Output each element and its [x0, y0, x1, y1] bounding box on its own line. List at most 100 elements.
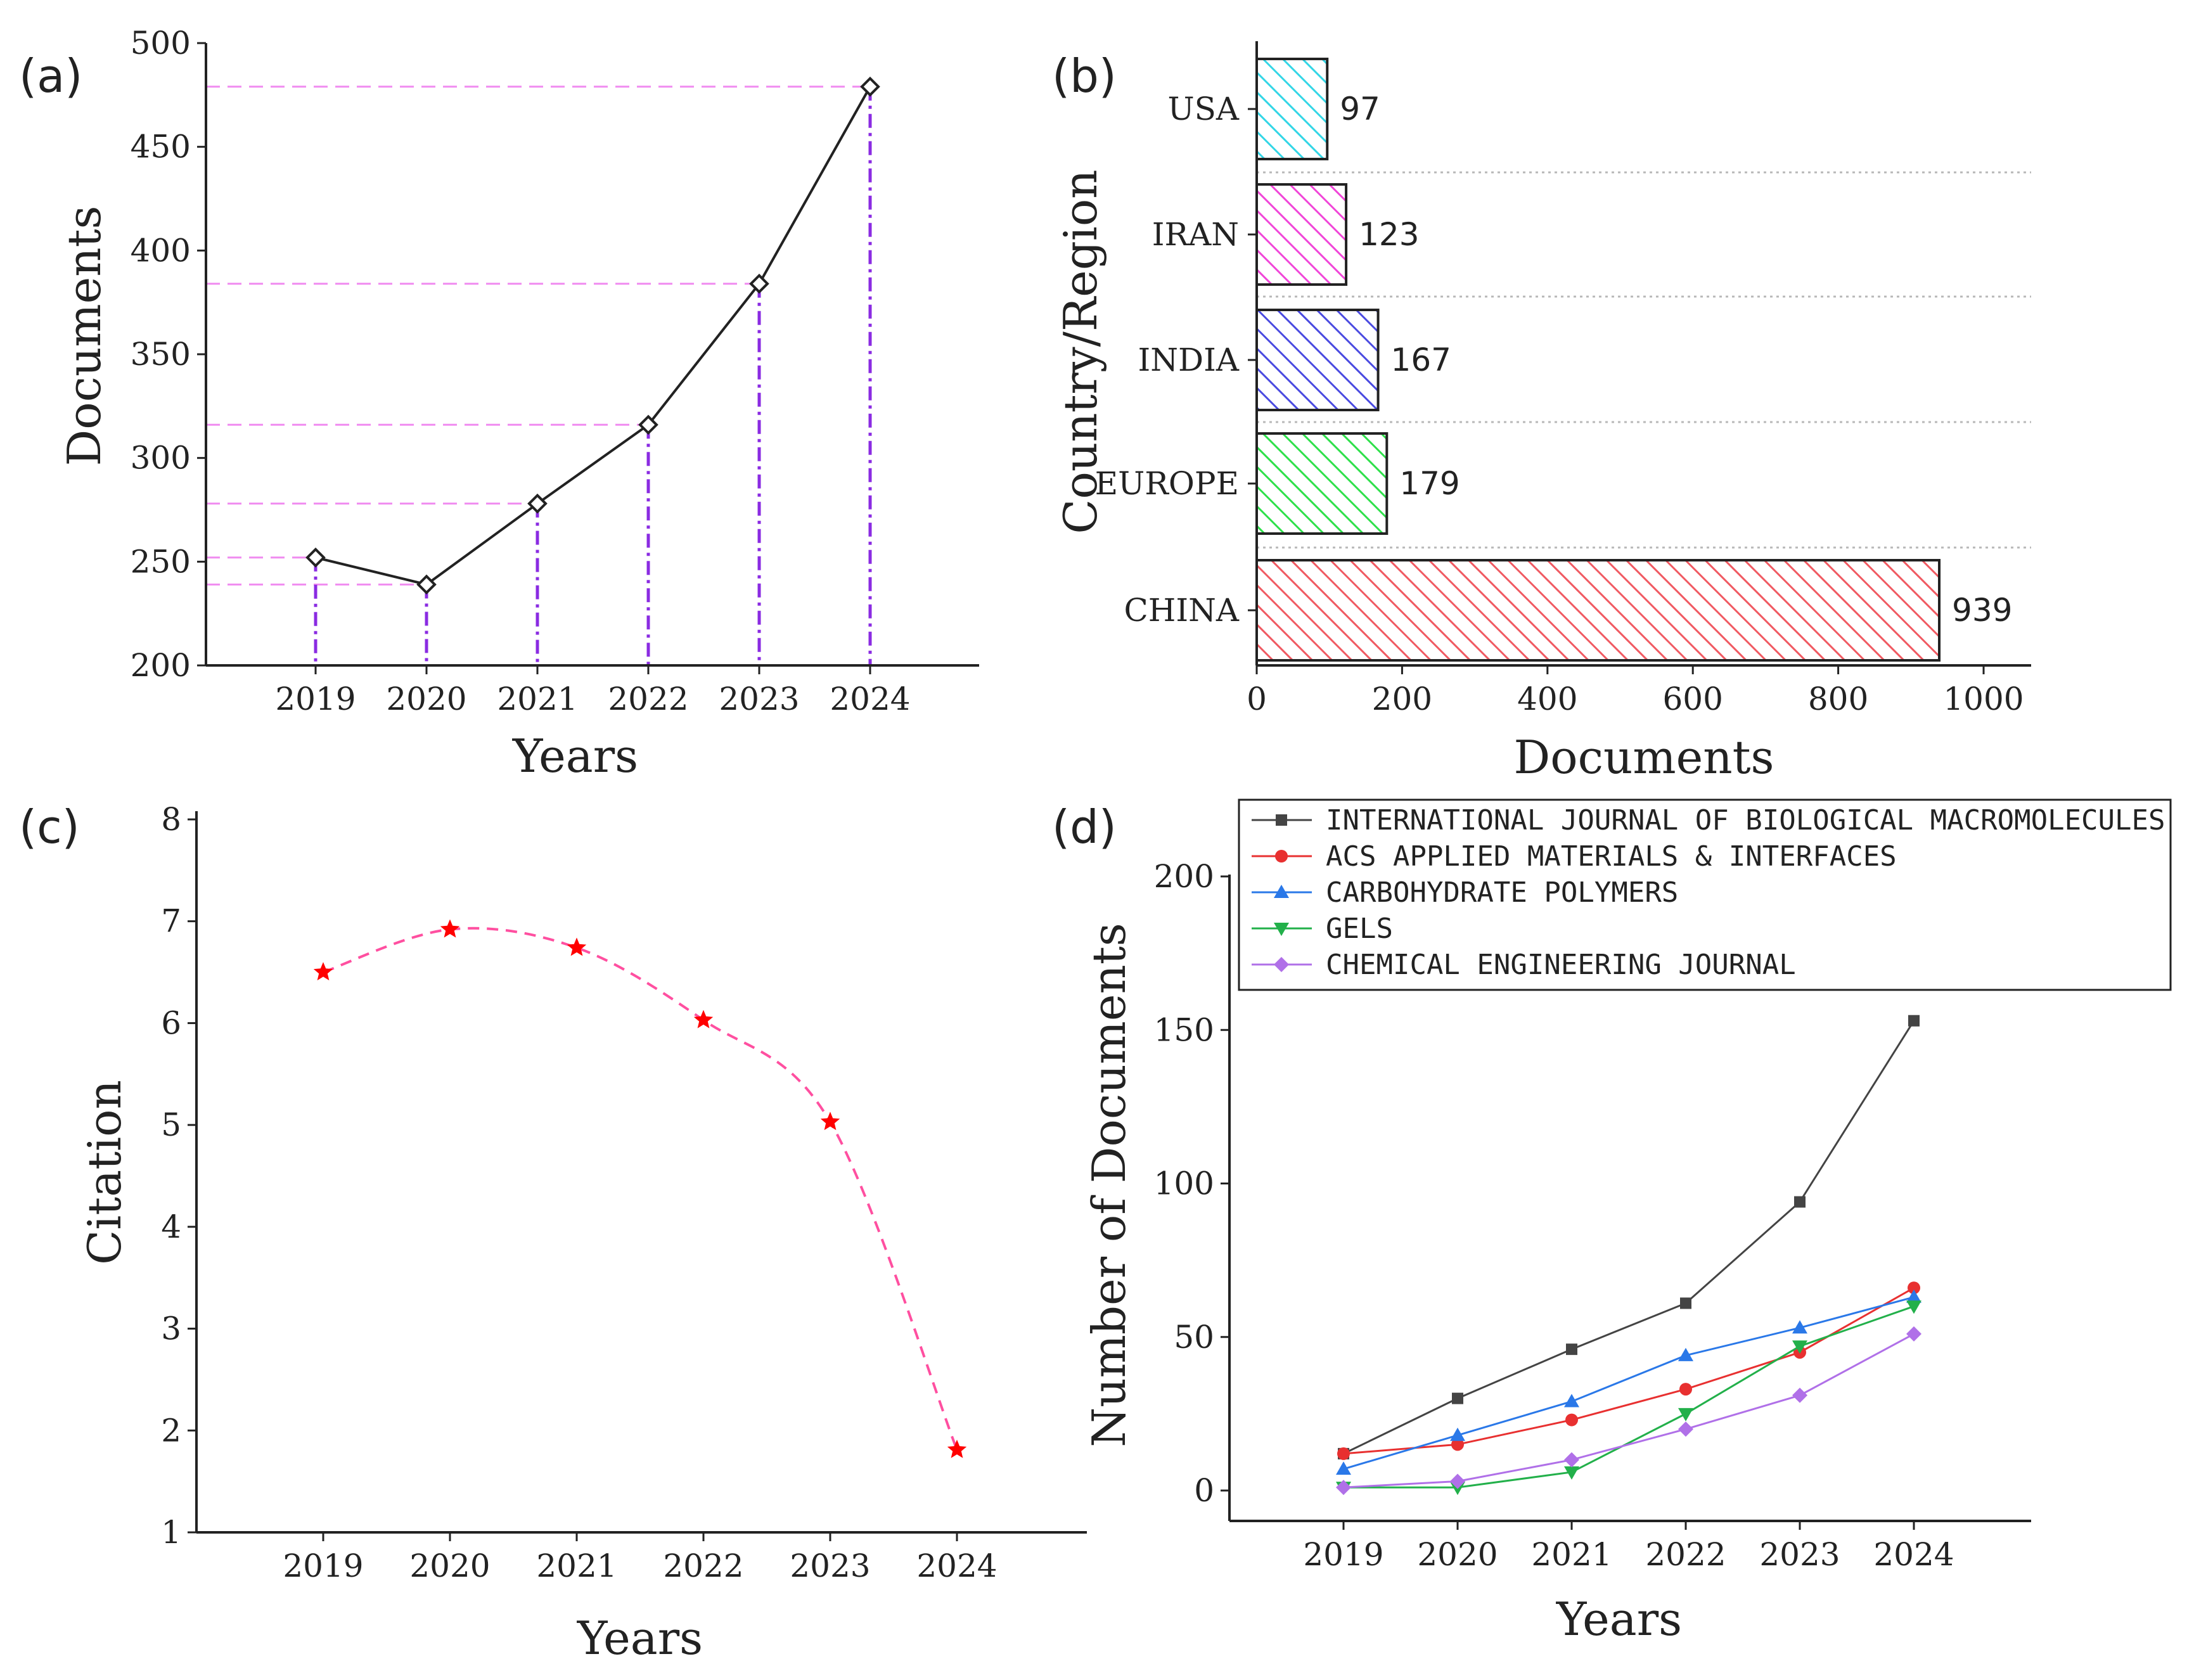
panel-a-point [749, 273, 769, 294]
panel-d-series-5-line [1343, 1333, 1915, 1489]
panel-d-series-4 [1336, 1300, 1921, 1496]
panel-a-x-tick-label: 2022 [608, 681, 688, 717]
panel-b-x-tick-label: 600 [1662, 681, 1722, 717]
panel-a-x-label: Years [512, 729, 638, 783]
panel-d-label: (d) [1052, 800, 1117, 854]
panel-d-series-3-point [1906, 1289, 1921, 1303]
panel-c-point [820, 1112, 840, 1131]
panel-d-x-tick-label: 2020 [1417, 1536, 1498, 1573]
panel-b-data-label: 939 [1952, 592, 2012, 629]
panel-a-x-ticks: 2019 2020 2021 2022 2023 2024 [275, 665, 911, 717]
panel-d-series-2-point [1565, 1413, 1578, 1427]
panel-d-x-tick-label: 2022 [1645, 1536, 1726, 1573]
panel-a-point [638, 414, 658, 435]
panel-c-x-tick-label: 2023 [790, 1548, 870, 1584]
panel-d-series-1-line [1343, 1020, 1915, 1455]
panel-c-points [313, 919, 967, 1458]
panel-c-x-tick-label: 2021 [536, 1548, 617, 1584]
panel-c-y-tick-label: 7 [161, 903, 181, 940]
panel-d-series-1-point [1566, 1343, 1577, 1356]
panel-d-series-3-point [1450, 1427, 1465, 1441]
panel-b-x-tick-label: 0 [1247, 681, 1267, 717]
panel-d-series-1-point [1794, 1196, 1806, 1208]
panel-d-series-3-line [1343, 1296, 1915, 1470]
panel-c-y-tick-label: 8 [161, 801, 181, 838]
panel-d-x-tick-label: 2024 [1873, 1536, 1954, 1573]
panel-a-y-label: Documents [58, 206, 111, 466]
panel-b-documents-by-country: (b) 0 200 400 600 800 1000 USA IRAN INDIA EUROPE… [1052, 41, 2031, 784]
panel-d-series-4-point [1792, 1340, 1807, 1354]
panel-d-series-5-point [1906, 1326, 1921, 1342]
panel-a-point [527, 493, 548, 514]
legend-entry-label: GELS [1326, 913, 1393, 945]
panel-d-x-tick-label: 2019 [1303, 1536, 1383, 1573]
panel-b-bar-europe [1255, 432, 1389, 535]
panel-c-label: (c) [19, 800, 80, 854]
panel-d-x-tick-label: 2021 [1531, 1536, 1612, 1573]
panel-b-category-label: IRAN [1152, 216, 1239, 253]
panel-d-series-5-point [1792, 1387, 1807, 1403]
panel-d-legend: INTERNATIONAL JOURNAL OF BIOLOGICAL MACR… [1238, 798, 2172, 991]
panel-c-point [693, 1010, 714, 1029]
panel-d-series-5-point [1564, 1452, 1579, 1468]
panel-b-x-tick-label: 1000 [1943, 681, 2024, 717]
panel-b-data-label: 123 [1359, 216, 1419, 253]
legend-swatch-marker [1276, 814, 1287, 826]
panel-a-series-line [315, 86, 871, 586]
panel-b-bar-usa [1255, 58, 1329, 160]
panel-c-y-tick-label: 2 [161, 1412, 181, 1449]
panel-a-y-tick-label: 450 [131, 129, 191, 165]
panel-d-series-3-point [1564, 1394, 1579, 1407]
panel-b-data-label: 179 [1399, 465, 1459, 502]
panel-a-point [860, 76, 880, 97]
panel-b-y-label: Country/Region [1054, 169, 1107, 534]
panel-d-series-4-point [1678, 1407, 1693, 1421]
panel-d-series [1336, 1015, 1921, 1496]
legend-swatch-marker [1275, 850, 1288, 862]
panel-c-x-tick-label: 2024 [916, 1548, 997, 1584]
panel-c-x-tick-label: 2019 [283, 1548, 363, 1584]
panel-b-label: (b) [1052, 49, 1117, 103]
panel-c-point [313, 962, 333, 980]
panel-b-data-label: 97 [1340, 91, 1380, 127]
panel-b-data-label: 167 [1391, 342, 1451, 378]
panel-b-gridlines [1257, 171, 2031, 549]
panel-c-y-label: Citation [78, 1080, 131, 1265]
panel-d-series-3-point [1336, 1461, 1351, 1475]
panel-d-series-4-point [1564, 1466, 1579, 1480]
panel-b-x-tick-label: 200 [1372, 681, 1432, 717]
panel-b-data-labels: 97 123 167 179 939 [1340, 91, 2012, 629]
legend-entry-label: CARBOHYDRATE POLYMERS [1326, 876, 1678, 909]
panel-a-x-tick-label: 2021 [497, 681, 577, 717]
panel-a-x-tick-label: 2023 [719, 681, 799, 717]
panel-b-bars [1255, 58, 1941, 662]
panel-d-series-2-line [1343, 1286, 1915, 1455]
panel-c-y-tick-label: 6 [161, 1004, 181, 1041]
panel-c-y-ticks: 1 2 3 4 5 6 7 8 [161, 801, 196, 1551]
panel-d-y-label: Number of Documents [1082, 923, 1136, 1447]
panel-b-category-label: USA [1168, 91, 1240, 127]
panel-c-x-ticks: 2019 2020 2021 2022 2023 2024 [283, 1532, 998, 1584]
panel-a-y-tick-label: 500 [131, 25, 191, 61]
panel-d-y-tick-label: 150 [1154, 1011, 1214, 1048]
panel-d-y-ticks: 0 50 100 150 200 [1154, 858, 1229, 1509]
panel-b-x-tick-label: 800 [1808, 681, 1868, 717]
panel-d-series-5 [1336, 1326, 1921, 1496]
panel-d-series-4-line [1344, 1305, 1915, 1489]
panel-d-series-1-point [1680, 1297, 1691, 1309]
panel-c-x-tick-label: 2020 [409, 1548, 490, 1584]
panel-a-vertical-guides [314, 86, 872, 665]
panel-b-x-tick-label: 400 [1517, 681, 1577, 717]
panel-b-category-label: INDIA [1138, 342, 1240, 378]
panel-d-x-label: Years [1556, 1593, 1682, 1646]
panel-d-series-1-point [1452, 1392, 1463, 1404]
panel-c-point [947, 1439, 967, 1458]
panel-d-series-1-point [1908, 1015, 1920, 1027]
panel-b-bar-india [1255, 309, 1380, 411]
panel-d-series-3 [1336, 1289, 1921, 1475]
panel-d-series-4-point [1906, 1300, 1921, 1314]
panel-a-point [416, 574, 437, 595]
legend-swatch-marker [1274, 885, 1289, 898]
